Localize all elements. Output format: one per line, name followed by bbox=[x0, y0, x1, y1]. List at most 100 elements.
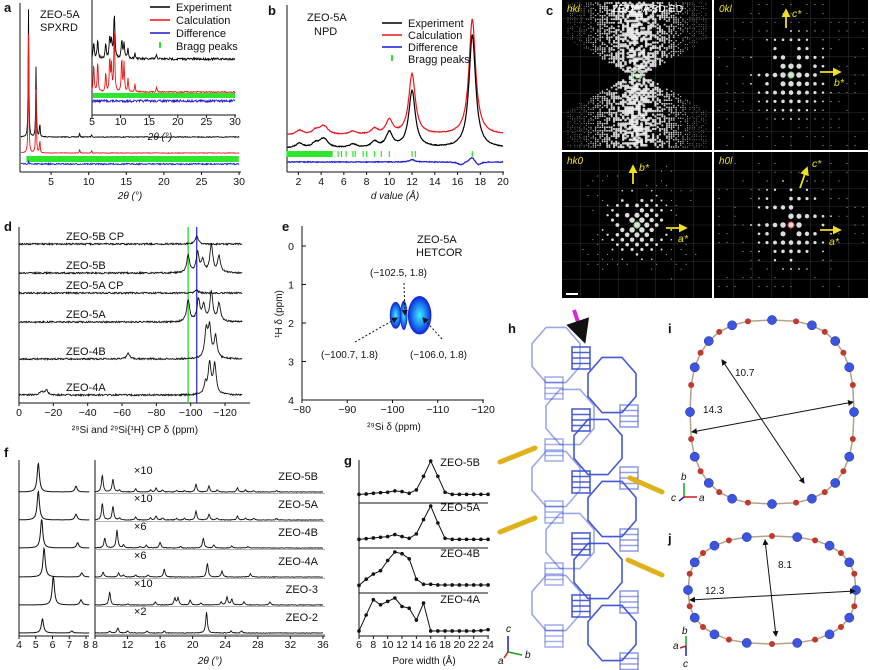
a-bragg-tick bbox=[69, 156, 71, 162]
ed-spot bbox=[854, 206, 856, 208]
ed-spot bbox=[640, 23, 644, 27]
ed-spot bbox=[642, 60, 646, 64]
i-oxygen-atom bbox=[697, 349, 704, 356]
ed-spot bbox=[601, 43, 604, 46]
ed-spot bbox=[615, 64, 618, 68]
ed-spot bbox=[691, 125, 693, 126]
ed-spot bbox=[597, 124, 599, 127]
b-bragg-tick bbox=[303, 151, 305, 157]
ed-spot bbox=[677, 34, 680, 37]
ed-spot bbox=[670, 133, 673, 136]
ed-spot bbox=[615, 54, 618, 57]
a-bragg-tick bbox=[112, 156, 114, 162]
ed-spot bbox=[789, 38, 793, 42]
ed-spot bbox=[583, 42, 585, 44]
g-data-point bbox=[443, 629, 447, 633]
ed-spot bbox=[628, 86, 632, 90]
ed-spot bbox=[642, 109, 646, 113]
a-bragg-tick bbox=[113, 156, 115, 162]
a-star-h0l-label: a* bbox=[829, 236, 840, 248]
ed-spot bbox=[588, 133, 590, 135]
ed-spot bbox=[574, 18, 576, 20]
ed-spot bbox=[608, 93, 611, 96]
ed-spot bbox=[637, 136, 641, 140]
ed-spot bbox=[647, 68, 650, 71]
ed-spot bbox=[677, 113, 680, 116]
a-bragg-tick bbox=[217, 156, 219, 162]
ed-spot bbox=[682, 110, 684, 112]
ed-spot bbox=[689, 2, 691, 4]
a-bragg-tick bbox=[41, 156, 43, 162]
ed-spot bbox=[703, 135, 705, 137]
ed-spot bbox=[601, 131, 604, 134]
ed-spot bbox=[624, 232, 630, 238]
ed-spot bbox=[601, 57, 604, 60]
a-bragg-tick bbox=[54, 156, 56, 162]
ed-spot bbox=[599, 3, 601, 6]
d-spectrum-label: ZEO-5B CP bbox=[66, 231, 124, 243]
ed-spot bbox=[694, 126, 695, 128]
ed-spot bbox=[610, 25, 613, 28]
ed-spot bbox=[637, 75, 641, 79]
ed-spot bbox=[705, 15, 707, 16]
i-dimension-label: 10.7 bbox=[735, 368, 755, 379]
panel-label-d: d bbox=[4, 219, 12, 234]
ed-spot bbox=[665, 128, 668, 130]
ed-spot bbox=[691, 139, 693, 141]
ed-spot bbox=[654, 64, 657, 68]
a-bragg-tick bbox=[78, 156, 80, 162]
ed-spot bbox=[603, 7, 606, 10]
ed-spot bbox=[617, 124, 620, 127]
ed-spot bbox=[581, 130, 583, 132]
f-scale-label: ×2 bbox=[134, 606, 147, 618]
g-data-point bbox=[385, 558, 390, 563]
g-data-point bbox=[407, 491, 411, 496]
ed-spot bbox=[606, 7, 609, 10]
ed-spot bbox=[658, 117, 662, 120]
i-silicon-atom bbox=[767, 499, 777, 509]
ed-spot bbox=[637, 14, 641, 18]
ed-spot bbox=[635, 6, 639, 10]
ed-spot bbox=[684, 11, 686, 13]
ed-spot bbox=[608, 119, 611, 121]
ed-spot bbox=[567, 121, 569, 123]
a-bragg-tick bbox=[85, 156, 88, 162]
ed-spot bbox=[670, 190, 672, 192]
ed-spot bbox=[621, 98, 625, 102]
ed-spot bbox=[610, 142, 613, 145]
ed-spot bbox=[603, 111, 606, 114]
ed-spot bbox=[621, 44, 625, 48]
ed-spot bbox=[680, 32, 682, 35]
ed-spot bbox=[633, 102, 637, 106]
h-cage bbox=[587, 356, 637, 414]
b-x-tick-label: 2 bbox=[295, 176, 301, 188]
a-bragg-tick bbox=[26, 156, 28, 162]
ed-spot bbox=[668, 137, 671, 139]
g-data-point bbox=[450, 629, 455, 633]
ed-spot bbox=[626, 127, 630, 131]
ed-spot bbox=[612, 10, 616, 14]
ed-spot bbox=[603, 133, 606, 136]
a-bragg-tick bbox=[196, 156, 198, 162]
ed-spot bbox=[628, 60, 632, 64]
a-bragg-tick bbox=[61, 156, 63, 162]
ed-spot bbox=[670, 54, 673, 57]
ed-spot bbox=[612, 45, 616, 48]
f-left-pattern-zeo-4b bbox=[19, 519, 90, 549]
ed-spot bbox=[569, 137, 571, 139]
ed-spot bbox=[656, 135, 659, 138]
ed-spot bbox=[742, 109, 744, 111]
a-bragg-tick bbox=[86, 156, 89, 162]
ed-spot bbox=[796, 240, 802, 245]
ed-spot bbox=[668, 146, 671, 148]
ed-spot bbox=[670, 110, 673, 112]
ed-spot bbox=[640, 129, 644, 133]
ed-spot bbox=[789, 258, 793, 262]
ed-spot bbox=[579, 40, 580, 42]
ed-spot bbox=[644, 12, 648, 16]
g-data-point bbox=[357, 537, 361, 542]
ed-spot bbox=[581, 141, 583, 143]
ed-spot bbox=[661, 36, 664, 39]
ed-spot bbox=[574, 108, 576, 110]
a-bragg-tick bbox=[141, 156, 144, 162]
